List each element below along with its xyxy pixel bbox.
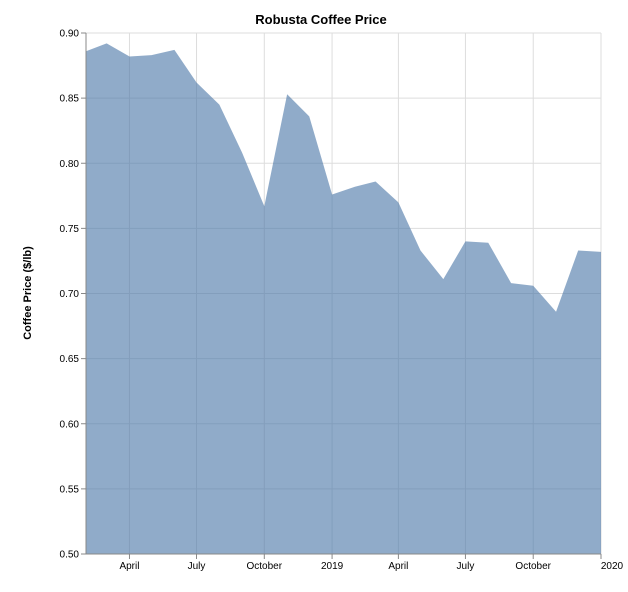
y-tick-label: 0.55	[60, 484, 80, 495]
price-area	[86, 43, 601, 555]
data-point	[397, 201, 400, 204]
data-point	[173, 48, 176, 51]
axes: 0.50 0.55 0.60 0.65 0.70 0.75 0.80 0.85 0.90 Apri…	[60, 29, 624, 573]
x-tick-label: April	[119, 561, 139, 572]
data-point	[487, 241, 490, 244]
x-tick-label: 2020	[601, 561, 624, 572]
y-tick-label: 0.60	[60, 419, 80, 430]
data-point	[464, 240, 467, 243]
x-tick-label: October	[247, 561, 283, 572]
data-point	[532, 284, 535, 287]
chart-title: Robusta Coffee Price	[255, 12, 386, 27]
y-tick-label: 0.75	[60, 224, 80, 235]
y-tick-label: 0.80	[60, 159, 80, 170]
data-point	[128, 55, 131, 58]
data-point	[353, 185, 356, 188]
x-tick-label: April	[388, 561, 408, 572]
data-point	[555, 310, 558, 313]
y-tick-label: 0.70	[60, 289, 80, 300]
x-tick-label: July	[457, 561, 475, 572]
data-point	[442, 278, 445, 281]
data-point	[218, 103, 221, 106]
data-point	[241, 151, 244, 154]
data-point	[263, 205, 266, 208]
x-tick-label: 2019	[321, 561, 344, 572]
y-tick-label: 0.90	[60, 29, 80, 40]
data-point	[286, 93, 289, 96]
x-tick-label: October	[515, 561, 551, 572]
data-point	[105, 42, 108, 45]
y-tick-label: 0.50	[60, 550, 80, 561]
data-point	[331, 193, 334, 196]
x-tick-label: July	[188, 561, 206, 572]
data-point	[150, 54, 153, 57]
data-point	[374, 180, 377, 183]
data-point	[600, 250, 603, 253]
y-tick-label: 0.85	[60, 94, 80, 105]
area-layer	[86, 42, 603, 555]
data-point	[308, 115, 311, 118]
data-point	[195, 81, 198, 84]
data-point	[510, 282, 513, 285]
y-tick-label: 0.65	[60, 354, 80, 365]
y-axis-title: Coffee Price ($/lb)	[22, 246, 34, 340]
data-point	[419, 249, 422, 252]
data-point	[577, 249, 580, 252]
